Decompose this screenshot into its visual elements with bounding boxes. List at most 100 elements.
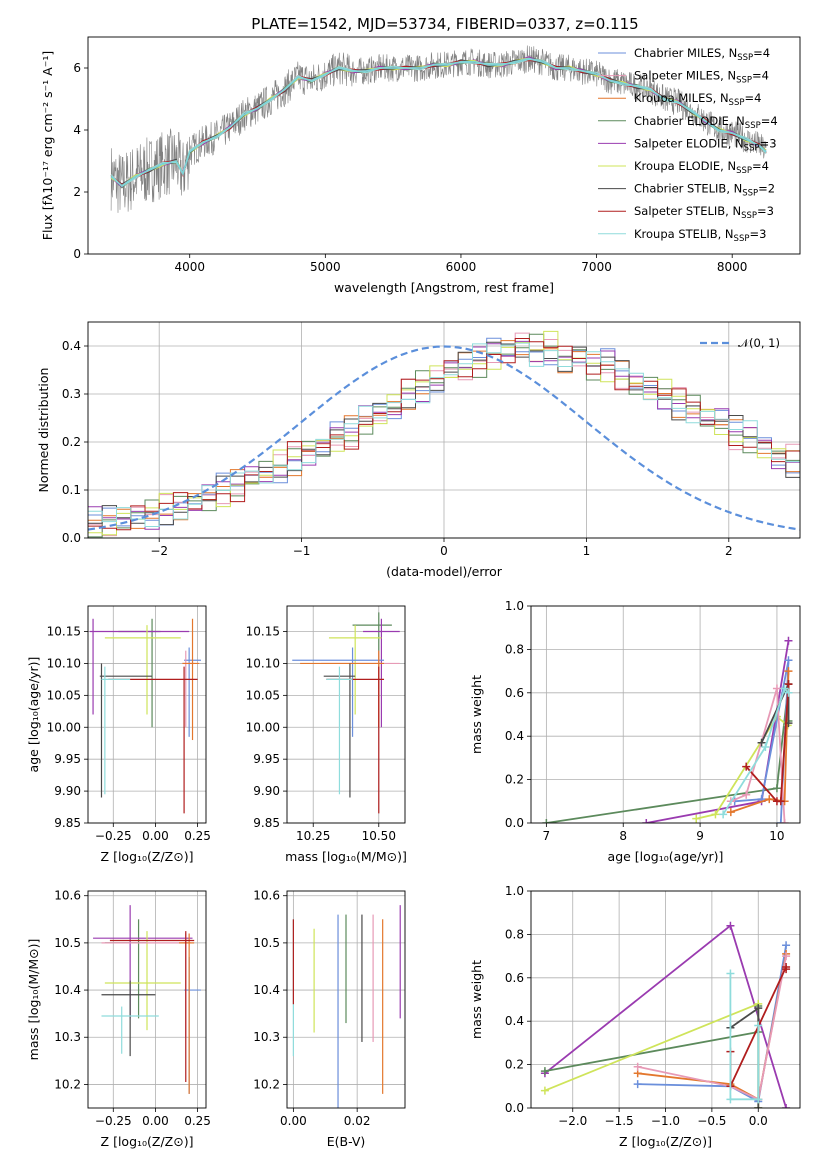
weight-vs-age-ytick-label: 0.2	[505, 773, 524, 787]
weight-vs-age-series-line	[722, 686, 790, 815]
weight-vs-age-plot-area	[542, 636, 793, 823]
spectrum-legend-label: Salpeter ELODIE, N	[634, 136, 744, 150]
mass-vs-z-xtick-label: 0.00	[142, 1114, 169, 1128]
mass-vs-z-ytick-label: 10.2	[54, 1077, 81, 1091]
weight-vs-z-ytick-label: 1.0	[505, 884, 524, 898]
residuals-legend: 𝒩(0, 1)	[700, 336, 780, 350]
weight-vs-age-series-marker	[784, 656, 793, 665]
spectrum-legend-subscript: SSP	[734, 234, 750, 244]
age-vs-mass-errorbar-point	[300, 650, 385, 728]
mass-vs-z-xtick-label: −0.25	[95, 1114, 132, 1128]
weight-vs-z-series-line	[729, 973, 760, 1101]
weight-vs-age-series-marker	[765, 795, 774, 804]
spectrum-legend-subscript: SSP	[745, 121, 761, 131]
age-vs-z-panel: −0.25 0.00 0.25 9.85 9.90 9.95 10.00 10.05 10.10…	[26, 605, 211, 864]
spectrum-panel: 4000 5000 6000 7000 8000 0 2 4 6 wavelength [Angs…	[40, 36, 801, 295]
spectrum-ytick-label: 0	[73, 247, 81, 261]
gaussian-curve	[88, 345, 800, 531]
residuals-legend-label: 𝒩(0, 1)	[738, 336, 780, 350]
residuals-xtick-label: 1	[583, 544, 591, 558]
residuals-xtick-label: −2	[150, 544, 168, 558]
weight-vs-z-series-marker	[726, 921, 735, 930]
age-vs-z-errorbar-point	[99, 663, 153, 798]
age-vs-mass-xtick-label: 10.50	[362, 829, 396, 843]
age-vs-mass-ytick-label: 9.95	[253, 752, 280, 766]
age-vs-z-ytick-label: 10.10	[47, 656, 81, 670]
weight-vs-z-series-marker	[782, 965, 791, 974]
spectrum-plot-area	[110, 45, 767, 213]
age-vs-mass-errorbar-point	[292, 647, 385, 737]
weight-vs-z-series-line	[637, 955, 787, 1101]
weight-vs-age-series-marker	[784, 680, 793, 689]
spectrum-legend-subscript: SSP	[744, 143, 760, 153]
spectrum-legend-entry: Salpeter MILES, NSSP=4	[634, 69, 769, 86]
weight-vs-age-xlabel: age [log₁₀(age/yr)]	[608, 849, 724, 864]
age-vs-mass-xlabel: mass [log₁₀(M/M⊙)]	[285, 849, 407, 864]
mass-vs-z-frame	[87, 890, 207, 1109]
spectrum-legend-subscript: SSP	[736, 76, 752, 86]
spectrum-legend-subscript: SSP	[729, 98, 745, 108]
mass-vs-z-errorbar-point	[109, 931, 195, 1083]
mass-vs-z-errorbar-point	[104, 919, 147, 1019]
weight-vs-z-xtick-label: −1.0	[651, 1114, 680, 1128]
age-vs-z-ytick-label: 9.95	[54, 752, 81, 766]
weight-vs-age-series-marker	[784, 688, 793, 697]
spectrum-legend-label: Chabrier ELODIE, N	[634, 114, 745, 128]
spectrum-legend-label: Kroupa STELIB, N	[634, 227, 734, 241]
mass-vs-ebv-xtick-label: 0.00	[280, 1114, 307, 1128]
spectrum-legend-suffix: =4	[761, 114, 778, 128]
age-vs-z-ytick-label: 10.15	[47, 625, 81, 639]
age-vs-z-errorbar-point	[89, 618, 190, 715]
weight-vs-z-ytick-label: 0.8	[505, 927, 524, 941]
weight-vs-z-series-line	[544, 1006, 760, 1072]
mass-vs-z-ytick-label: 10.5	[54, 936, 81, 950]
weight-vs-z-xtick-label: 0.0	[749, 1114, 768, 1128]
weight-vs-z-series-marker	[540, 1086, 549, 1095]
weight-vs-z-xtick-label: −1.5	[605, 1114, 634, 1128]
residuals-ylabel: Normed distribution	[36, 368, 51, 493]
age-vs-z-errorbar-point	[118, 618, 161, 728]
weight-vs-z-xtick-label: −2.0	[558, 1114, 587, 1128]
weight-vs-age-panel: 7 8 9 10 0.0 0.2 0.4 0.6 0.8 1.0 age [log₁₀(age/yr…	[469, 599, 801, 864]
residual-histogram-step	[88, 333, 800, 538]
age-vs-mass-errorbar-point	[321, 650, 400, 728]
spectrum-legend-suffix: =2	[758, 182, 775, 196]
age-vs-mass-panel: 10.25 10.50 9.85 9.90 9.95 10.00 10.05 10.10 10.…	[246, 605, 407, 864]
age-vs-z-errorbar-point	[101, 666, 131, 795]
spectrum-legend-suffix: =4	[752, 159, 769, 173]
age-vs-z-frame	[87, 605, 207, 824]
spectrum-legend-subscript: SSP	[742, 189, 758, 199]
mass-vs-ebv-ytick-label: 10.3	[253, 1030, 280, 1044]
spectrum-legend-label: Salpeter MILES, N	[634, 69, 736, 83]
spectrum-frame	[87, 36, 801, 255]
spectrum-legend-entry: Kroupa MILES, NSSP=4	[634, 91, 761, 108]
weight-vs-z-xtick-label: −0.5	[697, 1114, 726, 1128]
weight-vs-z-plot-area	[540, 921, 791, 1108]
weight-vs-age-series-marker	[780, 819, 789, 823]
weight-vs-age-series-marker	[772, 784, 781, 793]
spectrum-ylabel: Flux [fλ10⁻¹⁷ erg cm⁻² s⁻¹ A⁻¹]	[40, 51, 55, 240]
weight-vs-z-panel: −2.0 −1.5 −1.0 −0.5 0.0 0.0 0.2 0.4 0.6 0.8 1.0 Z […	[469, 884, 801, 1149]
mass-vs-z-errorbar-point	[101, 1006, 159, 1054]
spectrum-title: PLATE=1542, MJD=53734, FIBERID=0337, z=0…	[251, 15, 638, 33]
weight-vs-z-series-marker	[540, 1067, 549, 1076]
weight-vs-age-ytick-label: 0.8	[505, 642, 524, 656]
spectrum-legend-suffix: =3	[757, 204, 774, 218]
weight-vs-age-series-marker	[692, 814, 701, 823]
age-vs-z-xlabel: Z [log₁₀(Z/Z⊙)]	[101, 849, 194, 864]
residuals-xtick-label: 0	[440, 544, 448, 558]
weight-vs-age-xtick-label: 10	[769, 829, 784, 843]
weight-vs-age-series-marker	[726, 808, 735, 817]
mass-vs-z-plot-area	[93, 905, 201, 1094]
spectrum-legend-entry: Salpeter ELODIE, NSSP=3	[634, 136, 777, 153]
age-vs-z-xtick-label: 0.25	[184, 829, 211, 843]
spectrum-legend-subscript: SSP	[736, 166, 752, 176]
weight-vs-age-series-marker	[784, 636, 793, 645]
age-vs-mass-ytick-label: 9.90	[253, 784, 280, 798]
spectrum-legend-suffix: =3	[760, 136, 777, 150]
weight-vs-z-series-marker	[754, 1104, 763, 1108]
spectrum-ytick-label: 6	[73, 61, 81, 75]
spectrum-legend-entry: Salpeter STELIB, NSSP=3	[634, 204, 774, 221]
